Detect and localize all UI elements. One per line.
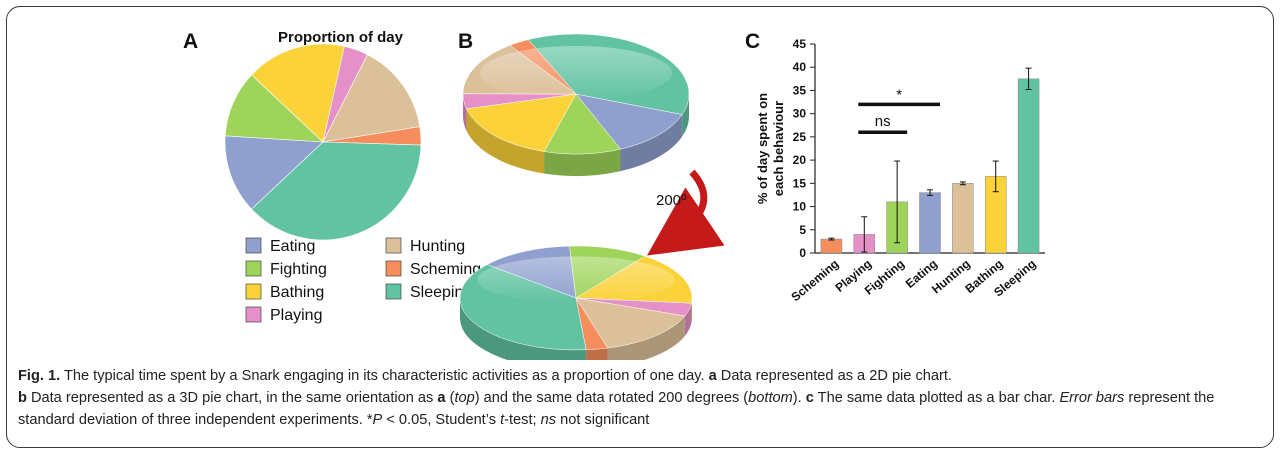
x-tick-label-scheming: Scheming bbox=[788, 257, 841, 305]
caption-text-7: The same data plotted as a bar char. bbox=[813, 390, 1060, 406]
bar-scheming bbox=[820, 238, 843, 254]
pie-b-top-slice-eating bbox=[575, 93, 683, 150]
pie-b-rotated-highlight bbox=[477, 256, 675, 304]
legend-label-sleeping: Sleeping bbox=[410, 284, 472, 301]
significance-label-star: * bbox=[896, 86, 902, 103]
y-tick-label: 5 bbox=[799, 223, 806, 237]
pie-b-top-wall-bathing bbox=[466, 108, 545, 174]
pie-b-rotated-slice-hunting bbox=[575, 297, 686, 349]
pie-b-rotated-wall-sleeping bbox=[460, 298, 587, 360]
caption-b: b bbox=[18, 390, 27, 406]
caption-text-1: The typical time spent by a Snark engagi… bbox=[60, 368, 709, 384]
pie-b-rotated-wall-scheming bbox=[586, 348, 608, 360]
legend-swatch-hunting bbox=[385, 237, 402, 254]
panel-b-letter: B bbox=[458, 30, 473, 53]
pie-b-rotated-wall-playing bbox=[684, 303, 692, 336]
pie-a-slice-fighting bbox=[224, 74, 324, 143]
rotation-arrow bbox=[646, 169, 725, 256]
pie-b-top-wall-eating bbox=[620, 114, 683, 172]
bar-sleeping bbox=[1017, 78, 1040, 254]
caption-text-6: ). bbox=[792, 390, 806, 406]
figure-canvas: A Proportion of day Eating Hunting Fightin… bbox=[183, 29, 1045, 360]
caption-text-4: ( bbox=[445, 390, 455, 406]
figure-caption: Fig. 1. The typical time spent by a Snar… bbox=[18, 365, 1268, 431]
legend-swatch-playing bbox=[245, 306, 262, 323]
caption-c: c bbox=[805, 390, 814, 406]
caption-a-ref: a bbox=[437, 390, 446, 406]
caption-text-10: -test; bbox=[504, 412, 541, 428]
y-tick-label: 30 bbox=[793, 107, 807, 121]
caption-text-5: ) and the same data rotated 200 degrees … bbox=[474, 390, 749, 406]
legend-swatch-bathing bbox=[245, 283, 262, 300]
caption-p: P bbox=[372, 412, 383, 428]
caption-text-3: Data represented as a 3D pie chart, in t… bbox=[26, 390, 438, 406]
caption-error-bars: Error bars bbox=[1059, 390, 1125, 406]
caption-t: t bbox=[500, 412, 505, 428]
pie-b-top-highlight bbox=[479, 46, 673, 100]
rotation-label: 200º bbox=[656, 192, 687, 209]
caption-top: top bbox=[454, 390, 475, 406]
pie-b-rotated-wall-bathing bbox=[691, 298, 692, 324]
y-tick-label: 40 bbox=[793, 60, 807, 74]
legend-label-eating: Eating bbox=[270, 238, 315, 255]
panel-c-bar-chart: 0 5 10 15 20 25 30 35 40 45 % of day spent oneach … bbox=[755, 37, 1045, 304]
legend-swatch-fighting bbox=[245, 260, 262, 277]
pie-b-top-slice-bathing bbox=[466, 93, 577, 152]
panel-a-pie bbox=[224, 43, 422, 241]
legend-swatch-scheming bbox=[385, 260, 402, 277]
caption-ns: ns bbox=[540, 412, 557, 428]
bar-hunting bbox=[952, 183, 974, 254]
legend: Eating Hunting Fighting Scheming Bathing Slee… bbox=[245, 237, 481, 324]
y-tick-label: 35 bbox=[793, 83, 807, 97]
legend-label-scheming: Scheming bbox=[410, 261, 481, 278]
pie-b-rotated-wall-hunting bbox=[607, 315, 685, 360]
pie-b-top-slice-fighting bbox=[543, 93, 621, 155]
y-tick-label: 10 bbox=[793, 200, 807, 214]
caption-text-8: represent the standard deviation of thre… bbox=[18, 390, 1215, 428]
panel-c-letter: C bbox=[745, 30, 760, 53]
pie-a-slice-hunting bbox=[322, 54, 421, 143]
y-tick-label: 45 bbox=[793, 37, 807, 51]
legend-label-hunting: Hunting bbox=[410, 238, 465, 255]
bar-eating bbox=[919, 192, 941, 254]
pie-b-top-wall-fighting bbox=[544, 149, 621, 176]
y-tick-label: 25 bbox=[793, 130, 807, 144]
panel-a-title: Proportion of day bbox=[278, 29, 404, 46]
y-tick-label: 20 bbox=[793, 153, 807, 167]
legend-swatch-sleeping bbox=[385, 283, 402, 300]
legend-label-bathing: Bathing bbox=[270, 284, 324, 301]
pie-a-slice-eating bbox=[224, 135, 324, 210]
y-tick-label: 15 bbox=[793, 176, 807, 190]
pie-a-slice-bathing bbox=[251, 43, 345, 143]
pie-a-slice-sleeping bbox=[251, 141, 422, 241]
legend-label-playing: Playing bbox=[270, 307, 322, 324]
caption-fig-label: Fig. 1. bbox=[18, 368, 61, 384]
caption-text-9: < 0.05, Student’s bbox=[382, 412, 501, 428]
caption-a: a bbox=[708, 368, 717, 384]
panel-a-letter: A bbox=[183, 30, 198, 53]
pie-b-top-wall-playing bbox=[463, 94, 467, 131]
significance-label-ns: ns bbox=[875, 113, 891, 130]
caption-text-2: Data represented as a 2D pie chart. bbox=[716, 368, 952, 384]
panel-b-pie-top bbox=[462, 33, 690, 176]
caption-bottom: bottom bbox=[748, 390, 793, 406]
y-axis-label: % of day spent oneach behaviour bbox=[755, 93, 786, 204]
y-tick-label: 0 bbox=[799, 246, 806, 260]
panel-b-pie-rotated bbox=[459, 245, 693, 360]
legend-label-fighting: Fighting bbox=[270, 261, 327, 278]
caption-text-11: not significant bbox=[556, 412, 650, 428]
legend-swatch-eating bbox=[245, 237, 262, 254]
